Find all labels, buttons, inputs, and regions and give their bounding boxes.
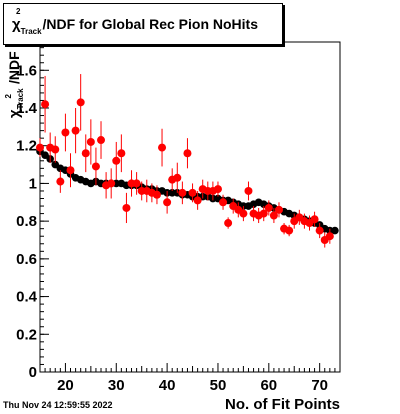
- red-data-point: [173, 173, 182, 182]
- red-data-point: [112, 156, 121, 165]
- red-data-point: [213, 185, 222, 194]
- y-tick-label: 1.4: [16, 100, 38, 117]
- title-subscript: Track: [20, 27, 42, 36]
- y-tick-label: 1.6: [16, 62, 37, 79]
- y-tick-label: 0: [29, 364, 37, 381]
- ylabel-superscript: 2: [4, 94, 13, 99]
- red-data-point: [315, 226, 324, 235]
- ylabel-subscript: Track: [16, 88, 25, 110]
- ylabel-rest: /NDF: [6, 51, 22, 84]
- x-tick-label: 60: [260, 377, 277, 394]
- red-data-point: [158, 143, 167, 152]
- x-tick-label: 40: [159, 377, 176, 394]
- red-data-point: [71, 126, 80, 135]
- red-data-point: [91, 162, 100, 171]
- red-data-point: [61, 128, 70, 137]
- red-data-point: [264, 203, 273, 212]
- y-tick-label: 0.4: [16, 289, 38, 306]
- red-data-point: [152, 190, 161, 199]
- ylabel-chi: χ: [6, 109, 23, 118]
- red-data-point: [325, 232, 334, 241]
- red-data-point: [259, 209, 268, 218]
- red-data-point: [178, 188, 187, 197]
- red-data-point: [86, 137, 95, 146]
- y-tick-label: 1.2: [16, 138, 37, 155]
- red-data-point: [244, 186, 253, 195]
- y-tick-label: 0.8: [16, 213, 37, 230]
- y-tick-label: 0.2: [16, 326, 37, 343]
- series-red: [36, 74, 334, 248]
- title-superscript: 2: [16, 7, 21, 16]
- y-axis-label: χTrack2/NDF: [4, 51, 25, 118]
- red-data-point: [219, 198, 228, 207]
- chart-title-box: χ 2 Track/NDF for Global Rec Pion NoHits: [3, 3, 283, 45]
- red-data-point: [66, 166, 75, 175]
- y-tick-label: 1: [29, 175, 37, 192]
- red-data-point: [107, 179, 116, 188]
- red-data-point: [81, 149, 90, 158]
- x-axis-label: No. of Fit Points: [225, 396, 340, 413]
- x-tick-label: 30: [108, 377, 125, 394]
- red-data-point: [188, 188, 197, 197]
- black-data-point: [331, 226, 339, 235]
- red-data-point: [41, 100, 50, 109]
- y-tick-label: 0.6: [16, 251, 37, 268]
- chart-title: χ 2 Track/NDF for Global Rec Pion NoHits: [12, 7, 259, 36]
- x-tick-label: 70: [311, 377, 328, 394]
- red-data-point: [224, 219, 233, 228]
- x-tick-label: 50: [210, 377, 227, 394]
- red-data-point: [183, 149, 192, 158]
- red-data-point: [36, 143, 44, 152]
- red-data-point: [132, 179, 141, 188]
- red-data-point: [163, 198, 172, 207]
- red-data-point: [97, 136, 106, 145]
- red-data-point: [239, 209, 248, 218]
- red-data-point: [310, 215, 319, 224]
- title-rest: /NDF for Global Rec Pion NoHits: [42, 16, 259, 32]
- red-data-point: [274, 205, 283, 214]
- red-data-point: [269, 211, 278, 220]
- x-axis: 20 30 40 50 60 70: [39, 363, 341, 394]
- footer-timestamp: Thu Nov 24 12:59:55 2022: [3, 400, 113, 410]
- red-data-point: [193, 196, 202, 205]
- red-data-point: [285, 226, 294, 235]
- x-tick-label: 20: [57, 377, 74, 394]
- red-data-point: [51, 145, 60, 154]
- y-axis: 0 0.2 0.4 0.6 0.8 1 1.2 1.4 1.6: [16, 47, 49, 381]
- red-data-point: [76, 98, 85, 107]
- plot-frame: [39, 41, 341, 373]
- title-chi: χ: [12, 16, 21, 33]
- red-data-point: [56, 177, 65, 186]
- red-data-point: [117, 149, 126, 158]
- red-data-point: [122, 203, 131, 212]
